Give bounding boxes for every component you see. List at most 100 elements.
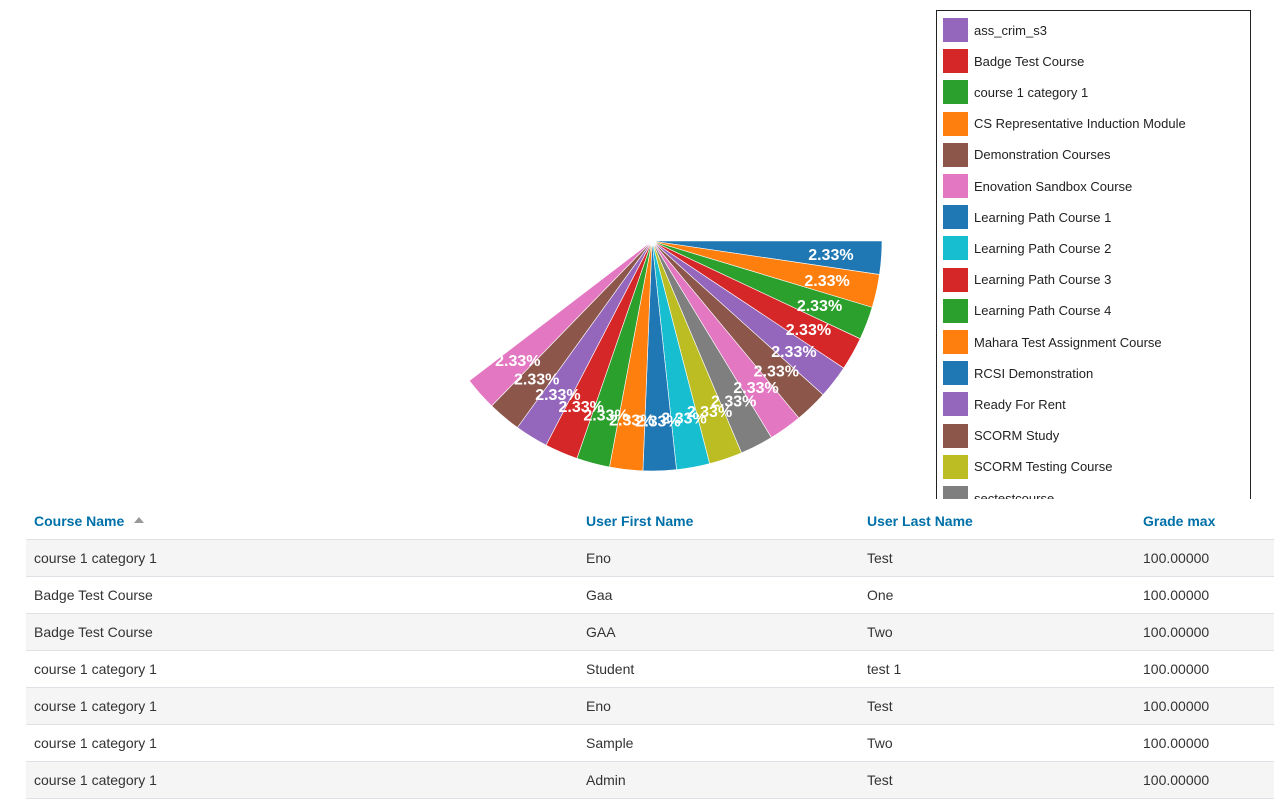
cell-last-name: Two	[859, 724, 1135, 762]
cell-first-name: Eno	[578, 687, 859, 725]
cell-course-name: course 1 category 1	[26, 650, 578, 688]
pie-slice-label: 2.33%	[514, 371, 559, 388]
table-header-row: Course Name User First Name User Last Na…	[26, 502, 1274, 540]
legend-swatch	[943, 80, 968, 105]
cell-last-name: Test	[859, 539, 1135, 577]
legend-label: Enovation Sandbox Course	[974, 178, 1133, 194]
table-row: course 1 category 1 Student test 1 100.0000…	[26, 650, 1274, 688]
legend-label: sectestcourse	[974, 490, 1055, 500]
cell-grade-max: 100.00000	[1135, 539, 1274, 577]
legend-swatch	[943, 142, 968, 167]
pie-slice-label: 2.33%	[661, 411, 706, 428]
cell-course-name: Badge Test Course	[26, 576, 578, 614]
cell-first-name: Gaa	[578, 576, 859, 614]
legend-item[interactable]: Learning Path Course 3	[943, 267, 1111, 292]
legend-swatch	[943, 236, 968, 261]
legend-item[interactable]: Learning Path Course 2	[943, 236, 1112, 261]
legend-item[interactable]: SCORM Study	[943, 423, 1060, 448]
pie-slice-label: 2.33%	[733, 380, 778, 397]
legend-label: SCORM Testing Course	[974, 459, 1113, 475]
pie-slice-label: 2.33%	[495, 353, 540, 370]
legend-item[interactable]: Learning Path Course 1	[943, 205, 1111, 230]
legend-label: ass_crim_s3	[974, 22, 1047, 38]
cell-first-name: Eno	[578, 539, 859, 577]
legend-swatch	[943, 49, 968, 74]
pie-slice-label: 2.33%	[609, 412, 654, 429]
pie-slice-label: 2.33%	[754, 363, 799, 380]
cell-first-name: Sample	[578, 724, 859, 762]
legend-item[interactable]: Ready For Rent	[943, 392, 1066, 417]
legend-item[interactable]: Enovation Sandbox Course	[943, 174, 1132, 198]
legend-item[interactable]: sectestcourse	[943, 486, 1054, 499]
legend-item[interactable]: Demonstration Courses	[943, 142, 1111, 167]
legend-swatch	[943, 18, 968, 42]
legend-item[interactable]: Badge Test Course	[943, 49, 1085, 74]
pie-slice-label: 2.33%	[535, 387, 580, 404]
table-row: Badge Test Course GAA Two 100.00000	[26, 613, 1274, 651]
cell-grade-max: 100.00000	[1135, 650, 1274, 688]
table-row: course 1 category 1 Admin Test 100.00000	[26, 761, 1274, 799]
column-header-grade-max[interactable]: Grade max	[1135, 502, 1274, 540]
column-header-last-name[interactable]: User Last Name	[859, 502, 1135, 540]
legend-swatch	[943, 454, 968, 479]
legend-item[interactable]: Learning Path Course 4	[943, 298, 1112, 323]
cell-first-name: GAA	[578, 613, 859, 651]
pie-slice-label: 2.33%	[583, 407, 628, 424]
cell-first-name: Admin	[578, 761, 859, 799]
pie-slice-label: 2.33%	[786, 322, 831, 339]
legend-label: Learning Path Course 4	[974, 303, 1112, 319]
column-header-label: Course Name	[34, 512, 125, 529]
pie-slice-label: 2.33%	[804, 273, 849, 290]
column-header-course-name[interactable]: Course Name	[26, 502, 578, 540]
pie-slice-label: 2.33%	[687, 404, 732, 421]
legend-swatch	[943, 361, 968, 386]
legend-item[interactable]: RCSI Demonstration	[943, 361, 1093, 386]
pie-slice-label: 2.33%	[635, 413, 680, 430]
legend-item[interactable]: ass_crim_s3	[943, 18, 1047, 42]
legend-item[interactable]: SCORM Testing Course	[943, 454, 1113, 479]
cell-course-name: course 1 category 1	[26, 724, 578, 762]
sort-ascending-icon	[134, 516, 145, 523]
cell-course-name: course 1 category 1	[26, 761, 578, 799]
pie-chart-area: 2.33% 2.33% 2.33% 2.33% 2.33% 2.33% 2.33% 2.33%…	[0, 0, 930, 498]
cell-course-name: Badge Test Course	[26, 613, 578, 651]
cell-course-name: course 1 category 1	[26, 687, 578, 725]
pie-slice[interactable]	[468, 240, 653, 407]
legend-swatch	[943, 298, 968, 323]
cell-last-name: test 1	[859, 650, 1135, 688]
legend-label: course 1 category 1	[974, 84, 1089, 100]
cell-grade-max: 100.00000	[1135, 687, 1274, 725]
cell-grade-max: 100.00000	[1135, 576, 1274, 614]
cell-grade-max: 100.00000	[1135, 613, 1274, 651]
legend-swatch	[943, 267, 968, 292]
legend-swatch	[943, 330, 968, 354]
legend-label: Demonstration Courses	[974, 147, 1111, 163]
legend-item[interactable]: Mahara Test Assignment Course	[943, 330, 1162, 354]
cell-last-name: Test	[859, 687, 1135, 725]
cell-first-name: Student	[578, 650, 859, 688]
legend-item[interactable]: course 1 category 1	[943, 80, 1089, 105]
cell-grade-max: 100.00000	[1135, 761, 1274, 799]
legend-label: Mahara Test Assignment Course	[974, 334, 1162, 350]
table-row: course 1 category 1 Eno Test 100.00000	[26, 687, 1274, 725]
legend-swatch	[943, 423, 968, 448]
pie-chart: 2.33%2.33%2.33%2.33%2.33%2.33%2.33%2.33%…	[468, 240, 883, 472]
legend-item[interactable]: CS Representative Induction Module	[943, 111, 1186, 136]
cell-grade-max: 100.00000	[1135, 724, 1274, 762]
report-table: Course Name User First Name User Last Na…	[26, 502, 1274, 799]
column-header-first-name[interactable]: User First Name	[578, 502, 859, 540]
pie-slice-label: 2.33%	[808, 247, 853, 264]
legend-swatch	[943, 205, 968, 230]
pie-slice-label: 2.33%	[797, 298, 842, 315]
cell-course-name: course 1 category 1	[26, 539, 578, 577]
legend-label: Badge Test Course	[974, 53, 1085, 69]
pie-slice-label: 2.33%	[771, 344, 816, 361]
legend-label: SCORM Study	[974, 428, 1060, 444]
cell-last-name: One	[859, 576, 1135, 614]
legend-label: Learning Path Course 2	[974, 240, 1112, 256]
pie-slice-label: 2.33%	[559, 399, 604, 416]
pie-slice-label: 2.33%	[711, 394, 756, 411]
table-row: Badge Test Course Gaa One 100.00000	[26, 576, 1274, 614]
chart-legend: ass_crim_s3 Badge Test Course course 1 cat…	[936, 10, 1251, 499]
legend-swatch	[943, 486, 968, 499]
